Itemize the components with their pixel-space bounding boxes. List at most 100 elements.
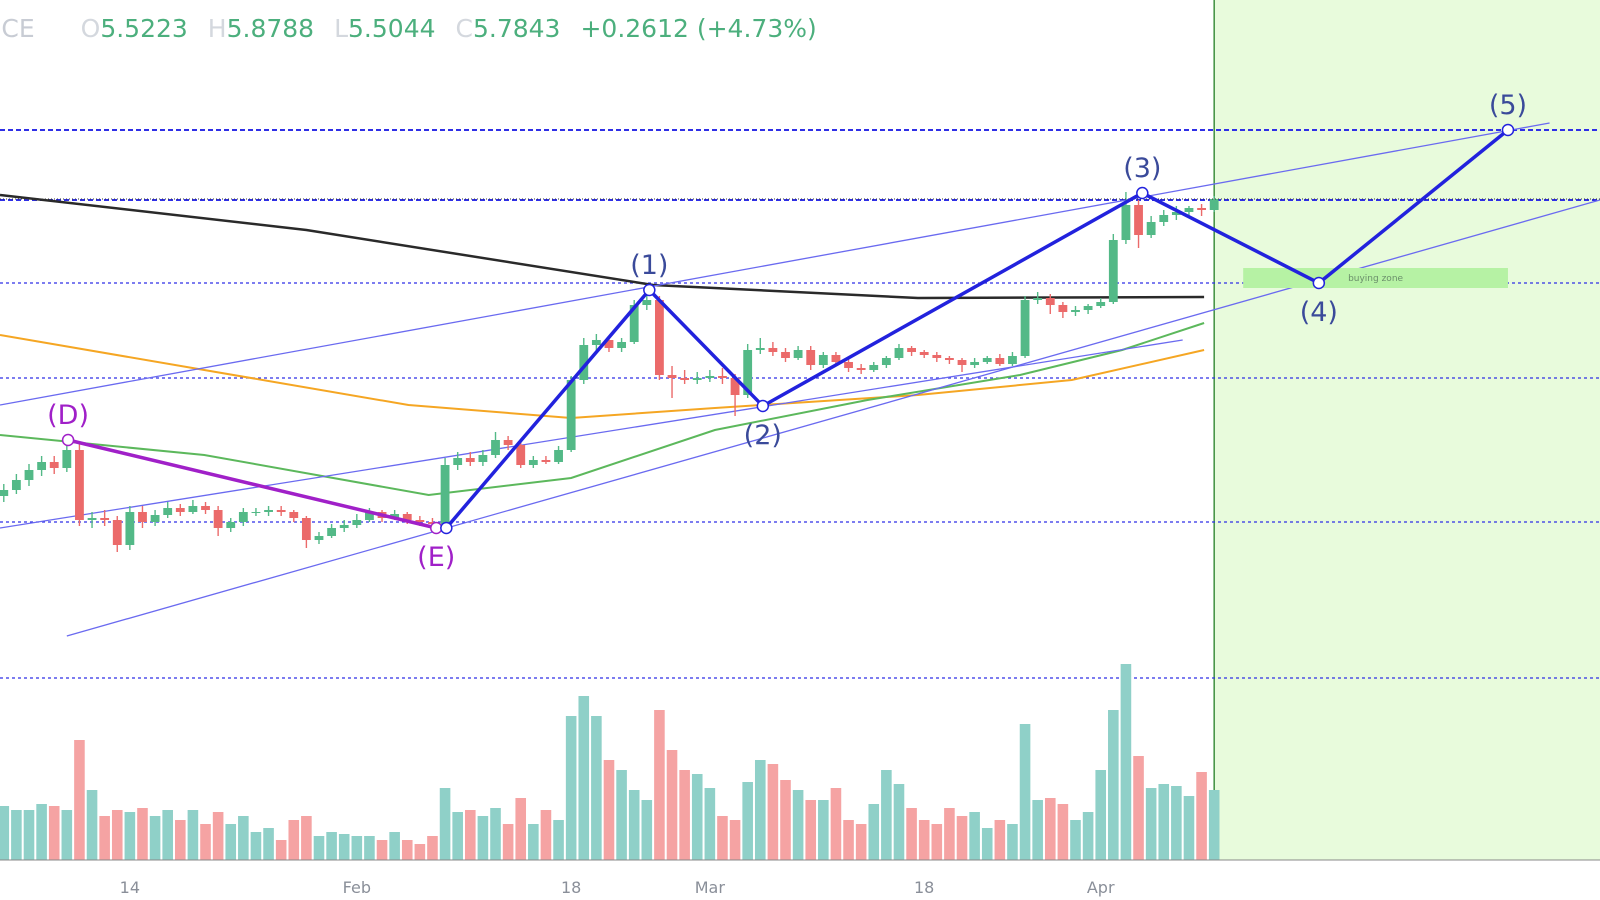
candle-body bbox=[1108, 240, 1118, 302]
volume-bar bbox=[111, 810, 123, 860]
candle-body bbox=[1134, 205, 1143, 235]
volume-bar bbox=[74, 740, 85, 860]
wave-line bbox=[67, 438, 437, 530]
candle-body bbox=[655, 300, 664, 375]
candle-body bbox=[11, 480, 21, 490]
candle-body bbox=[62, 450, 72, 468]
candle-body bbox=[428, 522, 437, 524]
candle-body bbox=[327, 528, 337, 536]
volume-bar bbox=[0, 806, 10, 860]
candle-body bbox=[566, 380, 576, 450]
candle-body bbox=[201, 506, 210, 510]
volume-bar bbox=[1196, 772, 1207, 860]
field-label: O bbox=[80, 14, 101, 43]
wave-line bbox=[445, 128, 1510, 530]
volume-bar bbox=[1057, 804, 1069, 860]
volume-bar bbox=[704, 788, 716, 860]
volume-bar bbox=[565, 716, 577, 860]
candle-body bbox=[856, 368, 866, 370]
volume-bar bbox=[250, 832, 262, 860]
volume-bar bbox=[628, 790, 640, 860]
candle-body bbox=[175, 508, 185, 512]
candle-body bbox=[238, 512, 248, 522]
volume-bar bbox=[490, 808, 501, 860]
wave-label: (5) bbox=[1489, 90, 1527, 121]
candle-body bbox=[995, 358, 1005, 364]
volume-bar bbox=[439, 788, 451, 860]
candle-body bbox=[730, 378, 740, 395]
volume-bar bbox=[767, 764, 779, 860]
candle-body bbox=[541, 460, 551, 462]
volume-bar bbox=[641, 800, 653, 860]
candle-body bbox=[1096, 302, 1106, 306]
volume-bar bbox=[868, 804, 880, 860]
volume-bar bbox=[1032, 800, 1043, 860]
volume-bar bbox=[11, 810, 22, 860]
volume-bar bbox=[414, 844, 426, 860]
volume-bar bbox=[1183, 796, 1195, 860]
volume-bar bbox=[666, 750, 678, 860]
candle-body bbox=[339, 525, 349, 528]
field-value: 5.7843 bbox=[472, 14, 561, 43]
volume-bar bbox=[1158, 784, 1170, 860]
candle-body bbox=[705, 376, 715, 378]
wave-point bbox=[1312, 276, 1326, 290]
volume-bar bbox=[881, 770, 892, 860]
wave-point bbox=[643, 283, 656, 297]
candle-body bbox=[642, 300, 652, 305]
candle-body bbox=[415, 520, 425, 522]
candle-body bbox=[667, 375, 677, 378]
wave-label: (2) bbox=[744, 420, 782, 451]
volume-bar bbox=[616, 770, 627, 860]
candle-body bbox=[629, 305, 639, 342]
volume-bar bbox=[225, 824, 237, 860]
volume-bar bbox=[364, 836, 375, 860]
buying-zone bbox=[1243, 268, 1508, 288]
overlay-line bbox=[0, 334, 1205, 420]
candle-body bbox=[604, 340, 614, 348]
candle-body bbox=[251, 512, 261, 513]
candle-body bbox=[1184, 208, 1194, 212]
change-percent: (+4.73%) bbox=[696, 14, 817, 43]
wave-label: (D) bbox=[47, 400, 89, 431]
volume-bar bbox=[464, 810, 476, 860]
volume-bar bbox=[654, 710, 665, 860]
candle-body bbox=[869, 365, 879, 370]
candle-body bbox=[970, 362, 980, 365]
field-label: C bbox=[455, 14, 473, 43]
candle-body bbox=[440, 465, 450, 524]
overlay-line bbox=[0, 122, 1550, 406]
candle-body bbox=[1146, 222, 1156, 235]
candle-body bbox=[806, 350, 816, 365]
x-tick-label: Mar bbox=[695, 878, 726, 897]
volume-bar bbox=[175, 820, 186, 860]
volume-bar bbox=[326, 832, 337, 860]
candle-body bbox=[289, 512, 299, 518]
candle-body bbox=[478, 455, 488, 462]
candle-body bbox=[112, 520, 122, 545]
volume-bar bbox=[818, 800, 829, 860]
candle-body bbox=[125, 512, 135, 545]
volume-bar bbox=[427, 836, 438, 860]
volume-bar bbox=[591, 716, 602, 860]
candle-body bbox=[881, 358, 891, 365]
candle-body bbox=[100, 518, 110, 520]
volume-bar bbox=[86, 790, 98, 860]
volume-bar bbox=[338, 834, 350, 860]
volume-bar bbox=[99, 816, 110, 860]
volume-bar bbox=[805, 800, 817, 860]
candle-body bbox=[591, 340, 601, 345]
buying-zone-label: buying zone bbox=[1348, 274, 1403, 284]
volume-bar bbox=[376, 840, 388, 860]
volume-bar bbox=[1108, 710, 1119, 860]
volume-bar bbox=[780, 780, 791, 860]
candle-body bbox=[314, 536, 324, 540]
wave-point bbox=[1501, 123, 1515, 137]
volume-bar bbox=[792, 790, 804, 860]
volume-bar bbox=[48, 806, 60, 860]
candle-body bbox=[768, 348, 778, 352]
volume-bar bbox=[1044, 798, 1056, 860]
candle-body bbox=[301, 518, 311, 540]
volume-bar bbox=[275, 840, 287, 860]
